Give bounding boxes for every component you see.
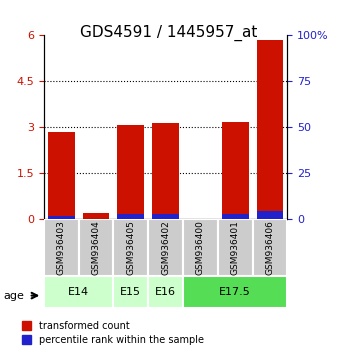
Bar bbox=[48, 132, 75, 219]
Bar bbox=[118, 125, 144, 219]
Text: E14: E14 bbox=[68, 287, 89, 297]
Text: GSM936405: GSM936405 bbox=[126, 220, 135, 275]
Bar bbox=[118, 214, 144, 219]
FancyBboxPatch shape bbox=[79, 219, 114, 276]
Text: GSM936402: GSM936402 bbox=[161, 221, 170, 275]
FancyBboxPatch shape bbox=[114, 219, 148, 276]
Text: GSM936404: GSM936404 bbox=[92, 221, 101, 275]
Text: E15: E15 bbox=[120, 287, 141, 297]
Text: GSM936400: GSM936400 bbox=[196, 220, 205, 275]
Bar bbox=[257, 211, 283, 219]
FancyBboxPatch shape bbox=[218, 219, 252, 276]
Bar bbox=[83, 213, 110, 219]
Bar bbox=[152, 214, 179, 219]
FancyBboxPatch shape bbox=[44, 219, 79, 276]
FancyBboxPatch shape bbox=[252, 219, 287, 276]
Text: GSM936401: GSM936401 bbox=[231, 220, 240, 275]
Bar bbox=[222, 213, 248, 219]
FancyBboxPatch shape bbox=[183, 276, 287, 308]
Text: E17.5: E17.5 bbox=[219, 287, 251, 297]
Bar bbox=[257, 40, 283, 219]
Bar bbox=[152, 124, 179, 219]
Bar bbox=[48, 216, 75, 219]
FancyBboxPatch shape bbox=[148, 219, 183, 276]
FancyBboxPatch shape bbox=[148, 276, 183, 308]
Text: GDS4591 / 1445957_at: GDS4591 / 1445957_at bbox=[80, 25, 258, 41]
Bar bbox=[222, 122, 248, 219]
Text: GSM936406: GSM936406 bbox=[265, 220, 274, 275]
Text: GSM936403: GSM936403 bbox=[57, 220, 66, 275]
FancyBboxPatch shape bbox=[183, 219, 218, 276]
FancyBboxPatch shape bbox=[114, 276, 148, 308]
Legend: transformed count, percentile rank within the sample: transformed count, percentile rank withi… bbox=[22, 321, 204, 345]
Text: E16: E16 bbox=[155, 287, 176, 297]
Text: age: age bbox=[3, 291, 24, 301]
FancyBboxPatch shape bbox=[44, 276, 114, 308]
